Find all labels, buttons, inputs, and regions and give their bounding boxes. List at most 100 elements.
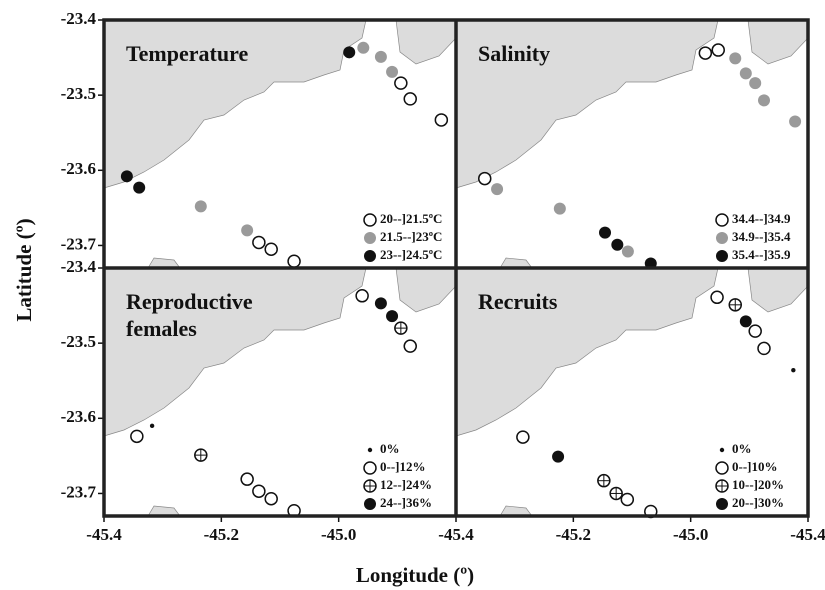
point: [264, 491, 278, 506]
point: [758, 94, 770, 107]
point: [133, 181, 146, 194]
point: [374, 50, 387, 63]
point: [711, 43, 725, 57]
point: [130, 429, 144, 444]
y-tick-label: -23.6: [61, 407, 96, 426]
legend-marker: [715, 461, 729, 475]
legend-marker: [364, 250, 376, 262]
point: [553, 202, 566, 215]
legend-label: 34.4--]34.9: [732, 211, 791, 226]
y-tick-label: -23.6: [61, 159, 96, 178]
point: [729, 52, 742, 65]
point: [264, 242, 278, 256]
point: [698, 46, 713, 60]
x-tick-label: -45.0: [321, 525, 356, 544]
x-tick-label: -45.4: [438, 525, 474, 544]
legend-marker: [716, 250, 728, 262]
point: [386, 310, 399, 323]
point: [749, 77, 762, 90]
x-tick-label: -45.0: [673, 525, 708, 544]
panel: -23.4 -23.5 -23.6 -23.7 -45.4 -45.2 -45.0 0% 0--…: [61, 257, 457, 544]
land: [395, 19, 457, 65]
legend-marker: [715, 213, 729, 227]
legend-label: 10--]20%: [732, 477, 784, 492]
panel-title: Reproductive females: [126, 289, 253, 341]
panel: -45.4 -45.2 -45.0 -45.4 0% 0--]10% 10--]20% 20-…: [438, 267, 825, 544]
legend-label: 21.5--]23ºC: [380, 229, 442, 244]
point: [355, 289, 369, 303]
point: [252, 235, 266, 250]
point: [287, 254, 301, 268]
land: [103, 267, 367, 437]
land: [455, 267, 719, 437]
point: [241, 224, 254, 237]
panel-title: Recruits: [478, 289, 558, 314]
y-tick-label: -23.7: [61, 482, 97, 501]
point: [434, 113, 449, 127]
legend-marker: [716, 232, 728, 244]
legend-marker: [716, 498, 728, 510]
legend-label: 34.9--]35.4: [732, 229, 791, 244]
point: [748, 324, 762, 338]
point: [477, 171, 492, 186]
panel-title: Temperature: [126, 41, 249, 66]
point: [739, 315, 752, 328]
legend-label: 0%: [380, 441, 400, 456]
point: [491, 183, 504, 196]
point: [194, 200, 207, 213]
point: [620, 492, 635, 507]
legend-marker: [367, 447, 373, 453]
legend-label: 20--]21.5ºC: [380, 211, 442, 226]
point: [739, 67, 752, 80]
point: [374, 297, 387, 310]
legend-label: 24--]36%: [380, 495, 432, 510]
point: [757, 341, 771, 356]
panel: 34.4--]34.9 34.9--]35.4 35.4--]35.9: [455, 19, 809, 270]
x-tick-label: -45.2: [204, 525, 239, 544]
point: [789, 115, 802, 128]
y-tick-label: -23.7: [61, 234, 97, 253]
legend-marker: [719, 447, 725, 453]
legend-label: 0--]12%: [380, 459, 426, 474]
point: [120, 170, 133, 183]
point: [357, 41, 370, 54]
panel-title: Salinity: [478, 41, 551, 66]
point: [394, 76, 408, 90]
point: [252, 484, 266, 498]
land: [395, 267, 457, 313]
point: [791, 368, 796, 373]
x-tick-label: -45.4: [86, 525, 122, 544]
x-tick-label: -45.4: [790, 525, 825, 544]
land: [747, 267, 809, 313]
y-tick-label: -23.5: [61, 84, 96, 103]
legend-marker: [364, 498, 376, 510]
legend-label: 35.4--]35.9: [732, 247, 791, 262]
point: [403, 92, 417, 106]
x-tick-label: -45.2: [556, 525, 591, 544]
point: [552, 450, 565, 463]
point: [386, 65, 399, 78]
y-axis-label: Latitude (º): [12, 218, 36, 321]
point: [516, 430, 530, 444]
legend-label: 12--]24%: [380, 477, 432, 492]
y-tick-label: -23.4: [61, 9, 97, 28]
point: [621, 245, 634, 258]
legend-marker: [363, 213, 377, 227]
point: [240, 472, 254, 486]
y-tick-label: -23.4: [61, 257, 97, 276]
land: [747, 19, 809, 65]
legend-label: 0%: [732, 441, 752, 456]
panel: -23.4 -23.5 -23.6 -23.7 20--]21.5ºC 21.5--]23…: [61, 9, 457, 269]
x-axis-label: Longitude (º): [356, 563, 474, 587]
point: [149, 423, 155, 429]
point: [611, 238, 624, 251]
point: [403, 339, 417, 353]
y-tick-label: -23.5: [61, 332, 96, 351]
legend-marker: [363, 461, 377, 475]
land: [455, 19, 719, 189]
legend-marker: [364, 232, 376, 244]
point: [710, 290, 724, 305]
legend-label: 20--]30%: [732, 495, 784, 510]
